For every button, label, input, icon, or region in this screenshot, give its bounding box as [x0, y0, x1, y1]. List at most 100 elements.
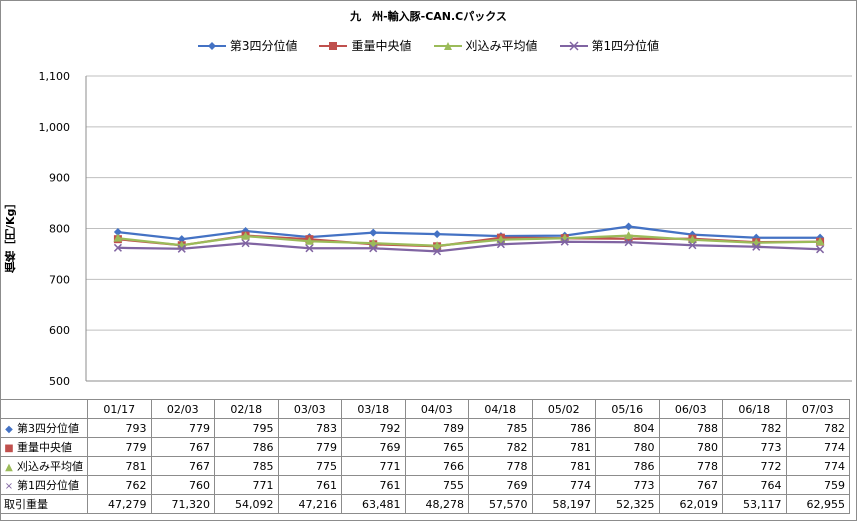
data-point-s3 — [688, 241, 697, 250]
table-header-cell: 04/03 — [404, 399, 469, 419]
table-cell: 62,955 — [785, 494, 850, 514]
table-cell: 785 — [214, 456, 279, 476]
y-tick-label: 600 — [49, 324, 70, 337]
table-cell: 778 — [658, 456, 723, 476]
table-row-label: ◆ 第3四分位値 — [0, 418, 88, 438]
table-row: × 第1四分位値 762 760 771 761 761 755 769 774 … — [0, 475, 850, 495]
legend-swatch-diamond-icon — [197, 41, 226, 50]
data-point-s3 — [496, 240, 505, 249]
data-point-s0 — [624, 222, 633, 231]
table-header-cell: 07/03 — [785, 399, 850, 419]
table-cell: 774 — [785, 456, 850, 476]
table-header-cell: 02/03 — [150, 399, 215, 419]
table-row-label: ▲ 刈込み平均値 — [0, 456, 88, 476]
table-cell: 788 — [658, 418, 723, 438]
table-row-label: × 第1四分位値 — [0, 475, 88, 495]
legend-swatch-square-icon — [319, 41, 348, 50]
series-line-0 — [117, 225, 821, 241]
data-point-s2 — [304, 236, 314, 245]
legend-item-s1: 重量中央値 — [319, 37, 412, 54]
table-cell: 789 — [404, 418, 469, 438]
row-label-text: 重量中央値 — [17, 441, 72, 454]
table-cell: 781 — [87, 456, 152, 476]
data-point-s0 — [369, 228, 378, 237]
table-cell: 771 — [214, 475, 279, 495]
data-point-s2 — [624, 231, 634, 240]
series-line-2 — [117, 234, 821, 247]
table-header-cell: 06/03 — [658, 399, 723, 419]
row-label-text: 刈込み平均値 — [17, 460, 83, 473]
table-cell: 767 — [150, 456, 215, 476]
table-cell: 48,278 — [404, 494, 469, 514]
table-cell: 766 — [404, 456, 469, 476]
table-header-cell: 04/18 — [468, 399, 533, 419]
table-cell: 53,117 — [722, 494, 787, 514]
legend-label-s1: 重量中央値 — [351, 39, 412, 53]
table-cell: 764 — [722, 475, 787, 495]
legend-item-s3: 第1四分位値 — [559, 37, 659, 54]
table-cell: 775 — [277, 456, 342, 476]
table-cell: 54,092 — [214, 494, 279, 514]
table-row: ▲ 刈込み平均値 781 767 785 775 771 766 778 781 … — [0, 456, 850, 476]
diamond-marker-icon: ◆ — [5, 424, 13, 435]
table-cell: 804 — [595, 418, 660, 438]
table-cell: 774 — [785, 437, 850, 457]
table-cell: 762 — [87, 475, 152, 495]
table-header-cell: 05/16 — [595, 399, 660, 419]
data-point-s3 — [624, 238, 633, 247]
data-point-s2 — [815, 237, 825, 246]
table-cell: 795 — [214, 418, 279, 438]
triangle-marker-icon: ▲ — [5, 462, 13, 473]
table-row: ■ 重量中央値 779 767 786 779 769 765 782 781 7… — [0, 437, 850, 457]
table-header-cell: 03/03 — [277, 399, 342, 419]
data-table: 01/17 02/03 02/18 03/03 03/18 04/03 04/1… — [0, 399, 850, 514]
table-header-cell: 06/18 — [722, 399, 787, 419]
table-cell: 782 — [785, 418, 850, 438]
table-row: 取引重量 47,279 71,320 54,092 47,216 63,481 … — [0, 494, 850, 514]
table-cell: 760 — [150, 475, 215, 495]
data-point-s3 — [177, 244, 186, 253]
y-tick-label: 1,100 — [39, 70, 71, 83]
table-cell: 786 — [531, 418, 596, 438]
data-point-s2 — [432, 241, 442, 250]
chart-title: 九 州-輸入豚-CAN.Cパックス — [350, 10, 507, 23]
table-cell: 785 — [468, 418, 533, 438]
data-point-s3 — [433, 247, 442, 256]
row-label-text: 第3四分位値 — [17, 422, 79, 435]
legend-item-s0: 第3四分位値 — [197, 37, 298, 54]
table-cell: 57,570 — [468, 494, 533, 514]
data-point-s3 — [113, 243, 122, 252]
table-cell: 781 — [531, 437, 596, 457]
table-cell: 786 — [595, 456, 660, 476]
data-point-s0 — [177, 235, 186, 244]
table-cell: 779 — [277, 437, 342, 457]
data-point-s2 — [368, 238, 378, 247]
y-tick-label: 900 — [49, 172, 70, 185]
table-cell: 780 — [595, 437, 660, 457]
plot-area: 500 600 700 800 900 1,000 1,100 — [39, 70, 852, 388]
legend-label-s2: 刈込み平均値 — [465, 39, 538, 53]
table-header-cell: 01/17 — [87, 399, 152, 419]
table-cell: 755 — [404, 475, 469, 495]
legend-swatch-x-icon — [559, 40, 588, 51]
y-tick-label: 1,000 — [39, 121, 71, 134]
y-tick-label: 700 — [49, 273, 70, 286]
table-cell: 786 — [214, 437, 279, 457]
data-point-s2 — [687, 235, 697, 244]
series-line-3 — [117, 240, 821, 253]
table-cell: 761 — [277, 475, 342, 495]
table-cell: 778 — [468, 456, 533, 476]
data-point-s2 — [113, 233, 123, 242]
table-cell: 773 — [722, 437, 787, 457]
data-point-s3 — [369, 244, 378, 253]
table-row-label: ■ 重量中央値 — [0, 437, 88, 457]
table-cell: 774 — [531, 475, 596, 495]
table-cell: 52,325 — [595, 494, 660, 514]
legend-label-s0: 第3四分位値 — [229, 39, 298, 53]
table-cell: 793 — [87, 418, 152, 438]
square-marker-icon: ■ — [4, 443, 14, 454]
table-cell: 62,019 — [658, 494, 723, 514]
table-cell: 765 — [404, 437, 469, 457]
table-cell: 779 — [87, 437, 152, 457]
table-header-cell: 02/18 — [214, 399, 279, 419]
